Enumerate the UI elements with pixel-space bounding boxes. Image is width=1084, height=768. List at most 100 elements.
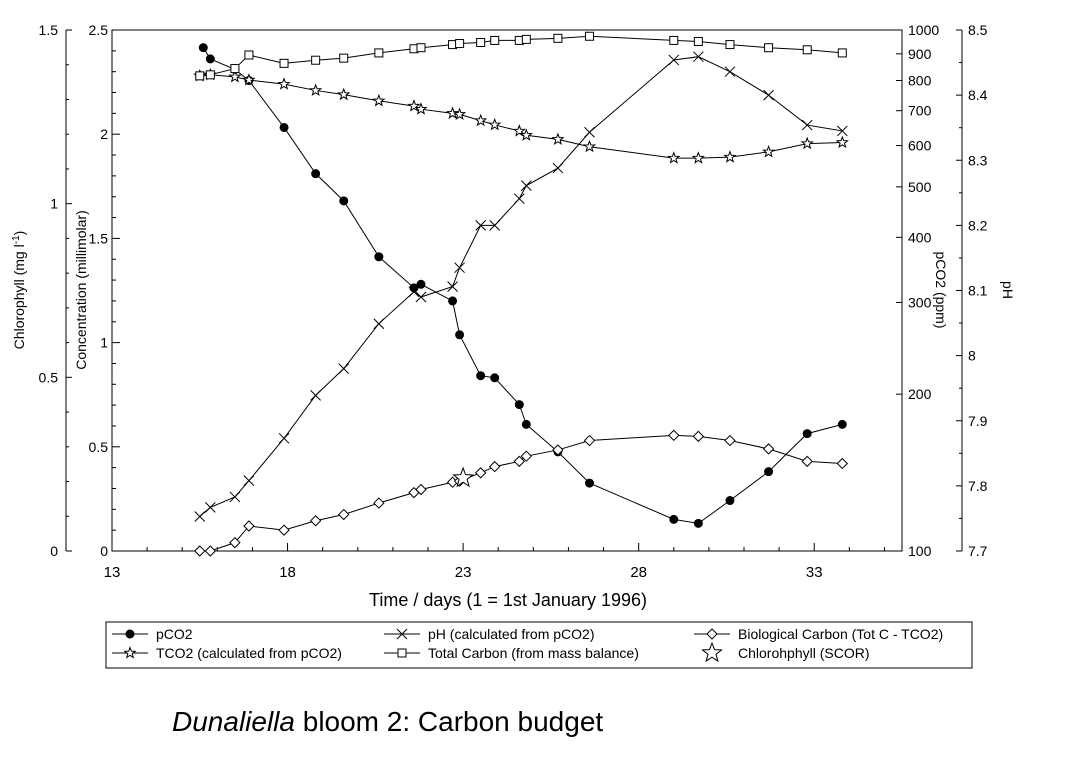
legend-label-ph-calculated-from-pco2: pH (calculated from pCO2)	[428, 626, 595, 642]
legend-marker-total-carbon-from-mass-balance	[397, 648, 407, 658]
pco2-tick-label: 100	[908, 543, 932, 559]
data-point-biological-carbon-tot-c-tco2	[229, 536, 241, 549]
x-tick-label: 13	[104, 564, 121, 581]
pco2-tick-label: 900	[908, 46, 932, 62]
data-point-ph-calculated-from-pco2	[693, 51, 704, 63]
ph-tick-label: 7.9	[968, 413, 988, 429]
data-point-tco2-calculated-from-pco2	[800, 136, 814, 150]
data-point-ph-calculated-from-pco2	[763, 89, 774, 101]
pco2-tick-label: 1000	[908, 22, 939, 38]
concentration-tick-label: 2	[100, 126, 108, 142]
data-point-total-carbon-from-mass-balance	[693, 36, 703, 46]
data-point-biological-carbon-tot-c-tco2	[338, 508, 350, 521]
data-point-total-carbon-from-mass-balance	[521, 34, 531, 44]
data-point-pco2	[514, 400, 524, 410]
pco2-tick-label: 400	[908, 229, 932, 245]
legend-label-total-carbon-from-mass-balance: Total Carbon (from mass balance)	[428, 645, 639, 661]
data-point-tco2-calculated-from-pco2	[337, 87, 351, 101]
data-point-ph-calculated-from-pco2	[408, 286, 420, 298]
data-point-biological-carbon-tot-c-tco2	[278, 524, 290, 536]
chlorophyll-tick-label: 0.5	[39, 369, 59, 385]
pco2-tick-label: 200	[908, 386, 932, 402]
data-point-total-carbon-from-mass-balance	[669, 35, 679, 45]
data-point-pco2	[198, 43, 208, 53]
pco2-tick-label: 600	[908, 138, 932, 154]
data-point-tco2-calculated-from-pco2	[372, 93, 386, 107]
legend-marker-pco2	[125, 629, 135, 639]
data-point-total-carbon-from-mass-balance	[764, 43, 774, 53]
data-point-ph-calculated-from-pco2	[801, 119, 813, 131]
data-point-biological-carbon-tot-c-tco2	[243, 520, 255, 532]
data-point-pco2	[725, 496, 735, 506]
data-point-tco2-calculated-from-pco2	[512, 124, 526, 137]
chlorophyll-tick-label: 1.5	[39, 22, 59, 38]
data-point-tco2-calculated-from-pco2	[691, 151, 705, 164]
data-point-total-carbon-from-mass-balance	[837, 48, 847, 58]
data-point-biological-carbon-tot-c-tco2	[724, 434, 736, 447]
data-point-ph-calculated-from-pco2	[447, 281, 458, 292]
data-point-ph-calculated-from-pco2	[584, 126, 595, 138]
data-point-total-carbon-from-mass-balance	[244, 50, 254, 60]
data-point-ph-calculated-from-pco2	[489, 220, 501, 231]
legend-marker-ph-calculated-from-pco2	[396, 628, 408, 640]
data-point-pco2	[490, 373, 500, 383]
data-point-pco2	[448, 296, 458, 306]
data-point-total-carbon-from-mass-balance	[205, 70, 215, 80]
pco2-tick-label: 300	[908, 294, 932, 310]
data-point-biological-carbon-tot-c-tco2	[692, 430, 705, 443]
data-point-biological-carbon-tot-c-tco2	[474, 467, 487, 479]
data-point-total-carbon-from-mass-balance	[416, 43, 426, 53]
data-point-tco2-calculated-from-pco2	[723, 150, 737, 163]
series-line-ph-calculated-from-pco2	[199, 56, 843, 517]
data-point-pco2	[669, 514, 679, 524]
data-point-ph-calculated-from-pco2	[836, 125, 848, 137]
legend-marker-biological-carbon-tot-c-tco2	[706, 628, 718, 640]
ph-tick-label: 8	[968, 348, 976, 364]
x-tick-label: 33	[806, 564, 823, 581]
concentration-tick-label: 1	[100, 335, 108, 351]
chlorophyll-axis-title: Chlorophyll (mg l-1)	[11, 231, 27, 350]
series-layer	[193, 31, 849, 557]
x-tick-label: 23	[455, 564, 472, 581]
series-line-tco2-calculated-from-pco2	[199, 74, 843, 159]
data-point-biological-carbon-tot-c-tco2	[836, 457, 849, 470]
data-point-ph-calculated-from-pco2	[204, 502, 216, 513]
data-point-tco2-calculated-from-pco2	[667, 151, 681, 164]
series-line-pco2	[202, 47, 843, 524]
data-point-biological-carbon-tot-c-tco2	[583, 434, 596, 447]
data-point-biological-carbon-tot-c-tco2	[520, 450, 533, 462]
data-point-ph-calculated-from-pco2	[724, 66, 736, 78]
data-point-tco2-calculated-from-pco2	[474, 113, 488, 127]
concentration-tick-label: 0.5	[89, 439, 109, 455]
legend-label-tco2-calculated-from-pco2: TCO2 (calculated from pCO2)	[156, 645, 342, 661]
series-line-total-carbon-from-mass-balance	[199, 35, 843, 77]
concentration-tick-label: 1.5	[89, 230, 109, 246]
data-point-tco2-calculated-from-pco2	[453, 107, 467, 121]
data-point-tco2-calculated-from-pco2	[242, 73, 256, 86]
x-axis-title: Time / days (1 = 1st January 1996)	[369, 590, 647, 610]
data-point-biological-carbon-tot-c-tco2	[552, 444, 564, 456]
x-tick-label: 18	[279, 564, 296, 581]
ph-tick-label: 7.8	[968, 478, 988, 494]
ph-tick-label: 8.1	[968, 283, 988, 299]
concentration-tick-label: 0	[100, 543, 108, 559]
data-point-tco2-calculated-from-pco2	[582, 139, 597, 153]
data-point-biological-carbon-tot-c-tco2	[668, 429, 680, 442]
data-point-ph-calculated-from-pco2	[373, 318, 385, 330]
data-point-total-carbon-from-mass-balance	[311, 55, 321, 65]
caption-italic: Dunaliella	[172, 706, 295, 737]
data-point-pco2	[476, 371, 486, 381]
data-point-total-carbon-from-mass-balance	[195, 71, 205, 81]
data-point-ph-calculated-from-pco2	[520, 180, 532, 192]
data-point-ph-calculated-from-pco2	[194, 511, 206, 522]
pco2-tick-label: 700	[908, 103, 932, 119]
x-tick-label: 28	[630, 564, 647, 581]
ph-tick-label: 8.5	[968, 22, 988, 38]
data-point-biological-carbon-tot-c-tco2	[309, 515, 322, 527]
data-point-pco2	[416, 279, 426, 289]
data-point-biological-carbon-tot-c-tco2	[194, 545, 206, 557]
caption-rest: bloom 2: Carbon budget	[294, 706, 604, 737]
ph-tick-label: 8.4	[968, 87, 988, 103]
data-point-pco2	[455, 330, 465, 340]
